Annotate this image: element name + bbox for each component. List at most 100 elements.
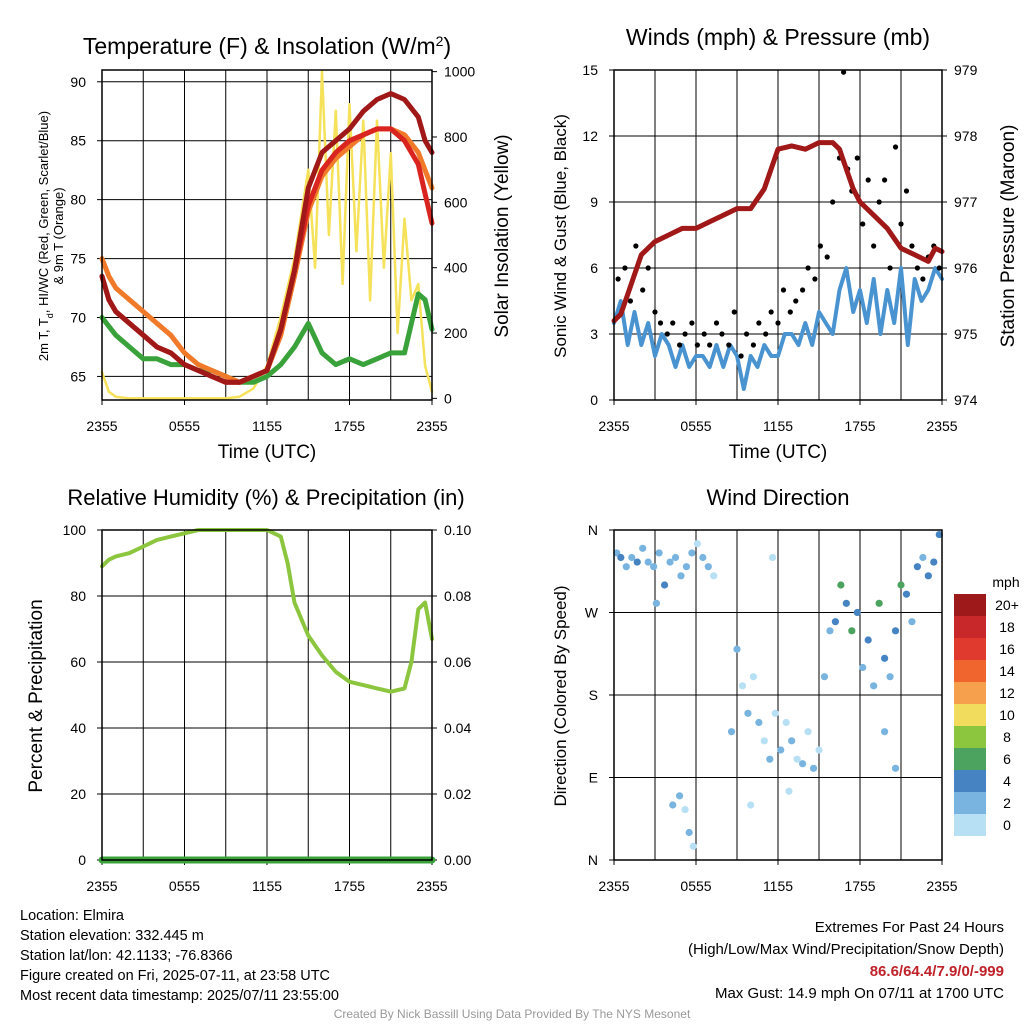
gust-point: [627, 298, 634, 304]
direction-point: [744, 709, 752, 717]
gust-point: [860, 221, 866, 227]
direction-point: [622, 563, 630, 571]
gust-point: [775, 320, 781, 326]
y-tick-label: 12: [582, 128, 598, 144]
plot-border: [613, 529, 943, 861]
colorbar-swatch: [954, 814, 986, 836]
gust-point: [793, 298, 799, 304]
colorbar-label: 6: [1003, 751, 1011, 767]
y-tick-label: 70: [70, 310, 86, 326]
series-line-2m-t: [99, 91, 435, 385]
speed-colorbar: 20+ 18 16 14 12 10 8 6 4 2 0: [954, 594, 1019, 836]
colorbar-swatch: [954, 682, 986, 704]
x-tick-label: 0555: [680, 878, 711, 894]
colorbar-label: 8: [1003, 729, 1011, 745]
direction-point: [768, 553, 777, 562]
gust-point: [670, 320, 676, 326]
gust-point: [750, 342, 757, 348]
humidity-panel: 2355 0555 1155 1755 23550204060801000.000.02…: [63, 522, 472, 894]
direction-point: [749, 673, 758, 681]
station-elevation: Station elevation: 332.445 m: [20, 928, 204, 944]
direction-point: [685, 828, 693, 837]
max-gust: Max Gust: 14.9 mph On 07/11 at 1700 UTC: [714, 985, 1004, 1002]
x-tick-label: 0555: [680, 418, 711, 434]
recent-timestamp: Most recent data timestamp: 2025/07/11 2…: [20, 988, 339, 1004]
y-tick-label: 9: [590, 194, 598, 210]
y-tick-label: 75: [70, 251, 86, 267]
colorbar-swatch: [954, 638, 986, 660]
direction-point: [804, 728, 812, 736]
direction-point: [777, 746, 785, 754]
x-tick-label: 0555: [169, 418, 200, 434]
winds-chart-title: Winds (mph) & Pressure (mb): [626, 24, 930, 50]
gust-point: [713, 320, 720, 326]
direction-point: [682, 563, 691, 571]
direction-point: [842, 599, 850, 607]
y2-tick-label: 0.08: [444, 588, 471, 604]
station-info: Location: Elmira Station elevation: 332.…: [20, 906, 339, 1006]
gust-point: [768, 309, 774, 315]
y2-tick-label: 979: [954, 62, 978, 78]
gust-point: [805, 265, 811, 271]
gust-point: [909, 243, 915, 249]
y2-tick-label: 0.06: [444, 654, 471, 670]
direction-point: [881, 654, 889, 662]
y-tick-label: 80: [70, 588, 86, 604]
gust-point: [871, 243, 877, 249]
x-tick-label: 2355: [926, 878, 957, 894]
gust-point: [701, 331, 707, 337]
y-tick-label: 60: [70, 654, 86, 670]
direction-point: [870, 682, 878, 690]
direction-point: [727, 728, 736, 736]
gust-point: [756, 320, 762, 326]
direction-point: [688, 549, 696, 557]
winds-y2label: Station Pressure (Maroon): [998, 125, 1019, 348]
direction-point: [930, 558, 938, 566]
gust-point: [743, 331, 750, 337]
y-tick-label: 0: [78, 852, 86, 868]
gust-point: [800, 287, 806, 293]
x-tick-label: 1155: [763, 418, 793, 434]
station-location: Location: Elmira: [20, 908, 124, 924]
y-tick-label: 90: [70, 74, 86, 90]
x-tick-label: 1155: [252, 418, 282, 434]
x-tick-label: 1755: [844, 878, 875, 894]
direction-point: [710, 572, 718, 580]
y-tick-label: S: [589, 687, 598, 703]
temperature-ylabel: 2m T, Td, HI/WC (Red, Green, Scarlet/Blu…: [36, 111, 66, 361]
y-tick-label: 40: [70, 720, 86, 736]
colorbar-label: 18: [999, 619, 1015, 635]
gust-point: [920, 276, 926, 282]
colorbar-swatch: [954, 748, 986, 770]
colorbar-label: 12: [999, 685, 1015, 701]
direction-ylabel: Direction (Colored By Speed): [551, 585, 570, 806]
direction-point: [733, 645, 741, 653]
direction-point: [613, 549, 621, 557]
direction-point: [677, 572, 685, 580]
humidity-ylabel: Percent & Precipitation: [26, 599, 47, 792]
direction-point: [639, 544, 647, 552]
x-tick-label: 2355: [598, 418, 629, 434]
y2-tick-label: 0.10: [444, 522, 471, 538]
direction-point: [650, 563, 658, 571]
gust-point: [903, 188, 910, 194]
gust-point: [892, 144, 899, 150]
direction-point: [924, 572, 932, 580]
gust-point: [657, 320, 664, 326]
direction-point: [837, 581, 845, 589]
series-line-solar-insolation: [100, 70, 434, 400]
y2-tick-label: 800: [444, 129, 468, 145]
direction-point: [669, 801, 677, 809]
gust-point: [763, 331, 769, 337]
gust-point: [824, 254, 830, 260]
gust-point: [622, 265, 628, 271]
direction-point: [747, 801, 755, 809]
y2-tick-label: 200: [444, 325, 468, 341]
direction-point: [689, 842, 697, 850]
extremes-subtitle: (High/Low/Max Wind/Precipitation/Snow De…: [688, 941, 1004, 958]
y2-tick-label: 974: [954, 392, 978, 408]
x-tick-label: 1755: [844, 418, 875, 434]
direction-point: [809, 764, 818, 772]
humidity-chart-title: Relative Humidity (%) & Precipitation (i…: [67, 485, 464, 510]
